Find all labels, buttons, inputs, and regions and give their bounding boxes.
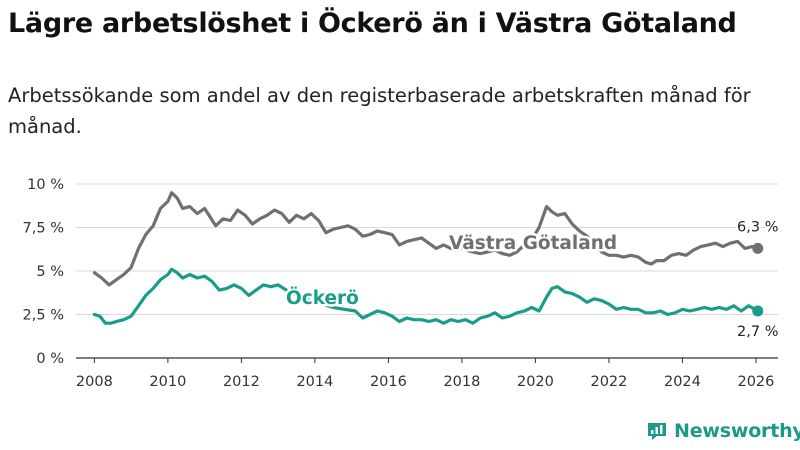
tick-layer: 0 % 2,5 % 5 % 7,5 % 10 % 2008 2010 2012 2014 2016… — [23, 177, 775, 390]
x-tick-label: 2008 — [76, 374, 113, 390]
end-marker-vastra-gotaland — [752, 242, 764, 254]
x-tick-label: 2026 — [737, 374, 774, 390]
newsworthy-logo-icon — [648, 423, 666, 440]
series-label-ockero: Öckerö — [286, 287, 359, 309]
end-label-ockero: 2,7 % — [737, 324, 778, 340]
chart-title: Lägre arbetslöshet i Öckerö än i Västra … — [8, 8, 737, 39]
grid-layer — [76, 183, 778, 359]
series-label-vastra-gotaland: Västra Götaland — [449, 233, 617, 254]
x-tick-label: 2010 — [149, 374, 186, 390]
y-tick-label: 2,5 % — [23, 308, 64, 324]
x-tick-label: 2020 — [517, 374, 554, 390]
brand-name: Newsworthy — [674, 420, 800, 442]
y-tick-label: 10 % — [27, 177, 64, 193]
newsworthy-brand[interactable]: Newsworthy — [646, 420, 800, 442]
y-tick-label: 5 % — [36, 264, 64, 280]
series-line-vastra-gotaland — [92, 191, 760, 287]
y-tick-label: 0 % — [36, 351, 64, 367]
x-tick-label: 2014 — [296, 374, 333, 390]
series-layer — [92, 191, 764, 325]
x-tick-label: 2012 — [223, 374, 260, 390]
end-label-vastra-gotaland: 6,3 % — [737, 219, 778, 235]
x-tick-label: 2022 — [590, 374, 627, 390]
label-layer: Västra Götaland Öckerö 6,3 % 2,7 % — [284, 217, 781, 342]
series-line-ockero — [92, 267, 760, 325]
x-tick-label: 2016 — [370, 374, 407, 390]
end-marker-ockero — [752, 305, 764, 317]
x-tick-label: 2024 — [664, 374, 701, 390]
chart-subtitle: Arbetssökande som andel av den registerb… — [8, 84, 751, 138]
x-tick-label: 2018 — [443, 374, 480, 390]
y-tick-label: 7,5 % — [23, 221, 64, 237]
